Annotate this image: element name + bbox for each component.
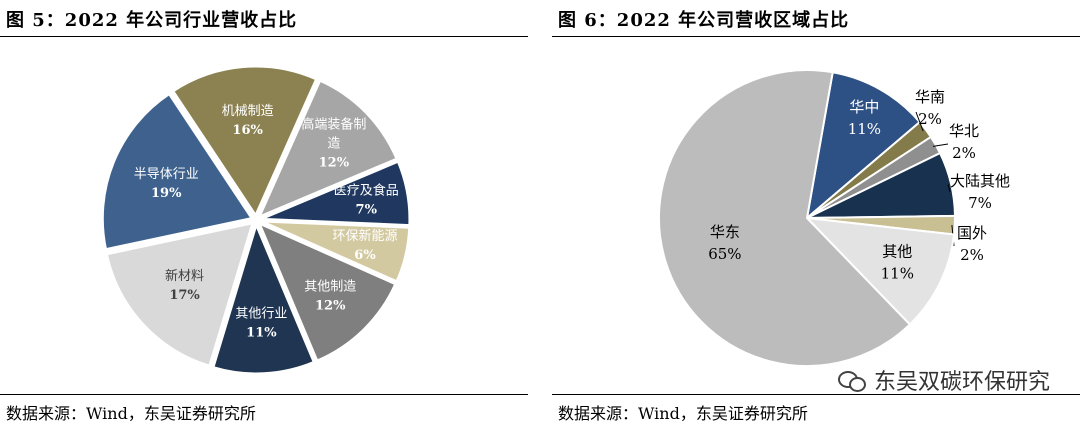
industry-wedge: [104, 220, 256, 369]
industry-wedge: [255, 219, 398, 364]
right-chart-title: 图 6：2022 年公司营收区域占比: [558, 10, 850, 31]
region-value-label: 65%: [708, 245, 741, 263]
industry-label: 环保新能源: [332, 228, 397, 244]
industry-label: 其他制造: [304, 279, 356, 294]
industry-label: 高端装备制造: [301, 117, 366, 152]
industry-slice-5: 新材料 17%: [104, 220, 256, 369]
region-value-label: 11%: [881, 264, 914, 282]
industry-slice-4: 其他行业 11%: [210, 219, 317, 376]
right-top-rule: [552, 36, 1080, 37]
left-chart-panel: 图 5：2022 年公司行业营收占比 高端装备制造 12% 医疗及食品 7% 环保新能源…: [0, 0, 528, 427]
wechat-icon: [837, 369, 868, 392]
region-slice-0: 华中 11%: [805, 71, 922, 221]
region-pie-chart: 华中 11% 华南 2% 华北 2% 大陆其他 7% 国外 2% 其他 11% 华东 65%: [658, 69, 1010, 367]
region-label: 华中: [849, 98, 879, 116]
watermark-text: 东吴双碳环保研究: [873, 370, 1050, 395]
industry-wedge: [100, 91, 255, 252]
industry-wedge: [170, 64, 319, 220]
industry-label: 新材料: [165, 268, 204, 284]
industry-value-label: 7%: [356, 203, 378, 218]
industry-slice-2: 环保新能源 6%: [259, 219, 412, 284]
region-value-label: 2%: [952, 144, 976, 162]
region-wedge: [658, 69, 912, 367]
region-value-label: 7%: [968, 194, 992, 212]
region-slice-6: 华东 65%: [658, 69, 912, 367]
industry-value-label: 19%: [151, 186, 182, 201]
industry-value-label: 16%: [232, 123, 263, 138]
industry-label: 其他行业: [235, 306, 287, 321]
region-leader-line: [915, 111, 924, 132]
region-label: 华东: [710, 223, 740, 241]
industry-wedge: [259, 219, 412, 284]
industry-wedge: [210, 219, 317, 376]
industry-value-label: 17%: [169, 288, 200, 303]
industry-value-label: 6%: [354, 248, 376, 263]
industry-slice-3: 其他制造 12%: [255, 219, 398, 364]
industry-slice-7: 机械制造 16%: [170, 64, 319, 220]
industry-label: 医疗及食品: [334, 183, 399, 199]
region-slice-5: 其他 11%: [804, 216, 956, 326]
industry-value-label: 11%: [246, 325, 277, 340]
right-bottom-rule: [552, 394, 1080, 395]
region-label: 华北: [949, 122, 979, 140]
watermark: 东吴双碳环保研究: [837, 364, 1050, 396]
industry-label: 机械制造: [222, 104, 274, 119]
region-leader-line: [947, 184, 951, 193]
region-wedge: [804, 216, 956, 326]
left-chart-title: 图 5：2022 年公司行业营收占比: [6, 10, 298, 31]
region-leader-line: [933, 143, 949, 147]
region-label: 大陆其他: [950, 172, 1010, 190]
industry-slice-1: 医疗及食品 7%: [259, 159, 412, 228]
region-label: 华南: [915, 88, 945, 106]
left-top-rule: [0, 36, 528, 37]
region-slice-1: 华南 2%: [806, 88, 945, 219]
region-value-label: 11%: [848, 120, 881, 138]
region-wedge: [805, 71, 922, 221]
left-source-note: 数据来源：Wind，东吴证券研究所: [6, 404, 256, 423]
industry-wedge: [255, 78, 400, 221]
industry-value-label: 12%: [319, 156, 350, 171]
industry-pie-chart: 高端装备制造12%医疗及食品7%环保新能源6%其他制造12%其他行业11%新材料…: [100, 64, 412, 376]
industry-wedge: [259, 159, 412, 228]
region-label: 国外: [957, 224, 987, 242]
region-label: 其他: [882, 242, 912, 260]
industry-slice-6: 半导体行业 19%: [100, 91, 255, 252]
industry-label: 半导体行业: [134, 167, 199, 182]
region-value-label: 2%: [960, 246, 984, 264]
industry-slice-0: 高端装备制造 12%: [255, 78, 400, 221]
region-value-label: 2%: [918, 110, 942, 128]
industry-value-label: 12%: [315, 298, 346, 313]
right-source-note: 数据来源：Wind，东吴证券研究所: [558, 404, 808, 423]
right-chart-panel: 图 6：2022 年公司营收区域占比 华中 11% 华南 2% 华北 2% 大陆其他 7% 国外…: [552, 0, 1080, 427]
left-bottom-rule: [0, 394, 528, 395]
